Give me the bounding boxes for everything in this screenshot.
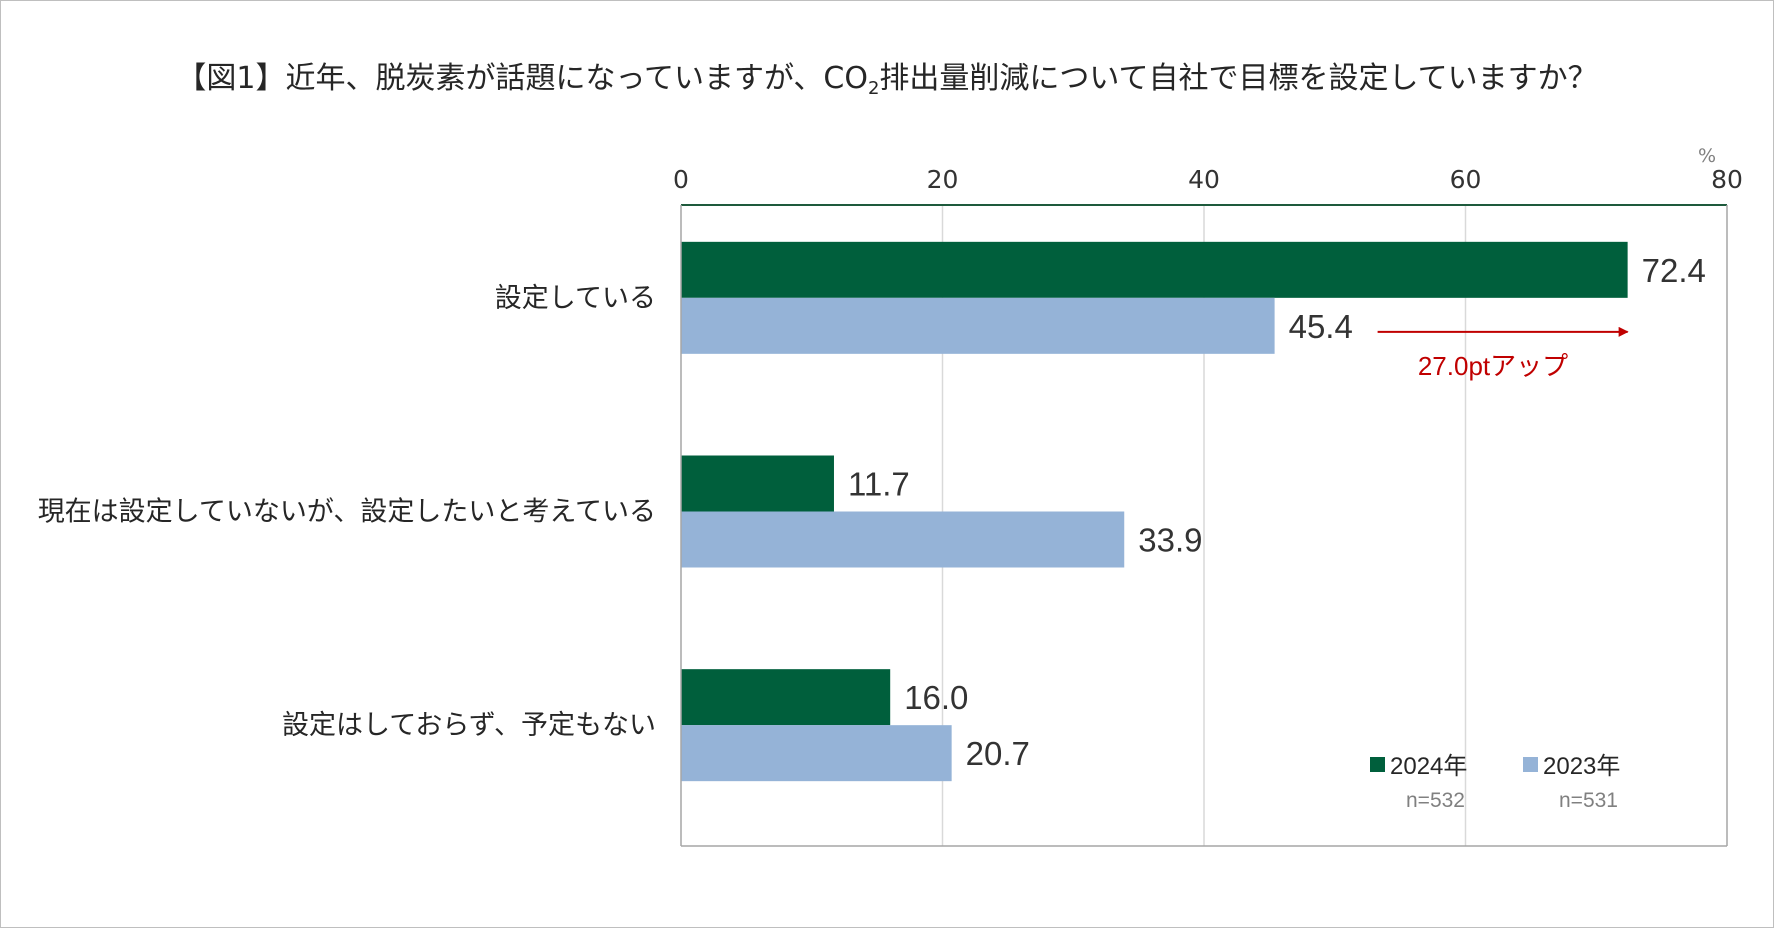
- x-tick-label: 20: [927, 165, 959, 194]
- x-tick-label: 60: [1450, 165, 1482, 194]
- increase-annotation: 27.0ptアップ: [1418, 351, 1568, 381]
- legend-swatch: [1370, 757, 1385, 772]
- chart-title: 【図1】近年、脱炭素が話題になっていますが、CO2排出量削減について自社で目標を…: [176, 61, 1598, 99]
- legend-sample-size: n=531: [1559, 789, 1618, 812]
- category-label: 設定している: [495, 283, 656, 314]
- unit-label: %: [1698, 145, 1716, 167]
- category-label: 現在は設定していないが、設定したいと考えている: [38, 497, 656, 528]
- x-tick-label: 40: [1188, 165, 1220, 194]
- bar-2023: [681, 725, 952, 782]
- bar-2024: [681, 669, 891, 726]
- x-tick-label: 80: [1711, 165, 1743, 194]
- data-label: 72.4: [1642, 252, 1706, 289]
- bar-2024: [681, 455, 834, 512]
- legend-sample-size: n=532: [1406, 789, 1465, 812]
- data-label: 16.0: [904, 679, 968, 716]
- data-label: 20.7: [966, 735, 1030, 772]
- legend-swatch: [1523, 757, 1538, 772]
- legend-label: 2024年: [1390, 753, 1467, 780]
- x-tick-label: 0: [673, 165, 689, 194]
- data-label: 45.4: [1289, 308, 1353, 345]
- data-label: 33.9: [1138, 522, 1202, 559]
- legend-label: 2023年: [1543, 753, 1620, 780]
- bar-2023: [681, 511, 1125, 568]
- category-label: 設定はしておらず、予定もない: [282, 710, 656, 741]
- data-label: 11.7: [848, 466, 910, 503]
- bar-2023: [681, 297, 1275, 354]
- bar-2024: [681, 241, 1628, 298]
